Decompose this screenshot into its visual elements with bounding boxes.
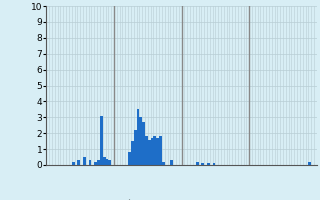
Bar <box>134 130 137 165</box>
Bar <box>162 162 165 165</box>
Bar <box>97 160 100 165</box>
Bar <box>137 109 139 165</box>
Bar <box>156 138 159 165</box>
Bar <box>83 157 86 165</box>
Bar <box>106 159 108 165</box>
Bar <box>100 116 103 165</box>
Bar <box>148 140 151 165</box>
Bar <box>103 157 106 165</box>
Bar <box>94 162 97 165</box>
Bar <box>145 136 148 165</box>
Bar <box>212 163 215 165</box>
Bar <box>151 138 153 165</box>
Bar <box>153 136 156 165</box>
Bar <box>128 152 131 165</box>
Bar <box>108 160 111 165</box>
Bar <box>207 163 210 165</box>
Bar <box>159 136 162 165</box>
Bar <box>308 162 311 165</box>
Bar <box>142 122 145 165</box>
Bar <box>131 141 134 165</box>
Bar <box>201 163 204 165</box>
Bar <box>170 160 173 165</box>
Bar <box>72 162 75 165</box>
Bar <box>89 160 92 165</box>
Bar <box>139 117 142 165</box>
Bar <box>196 162 198 165</box>
Bar <box>77 160 80 165</box>
